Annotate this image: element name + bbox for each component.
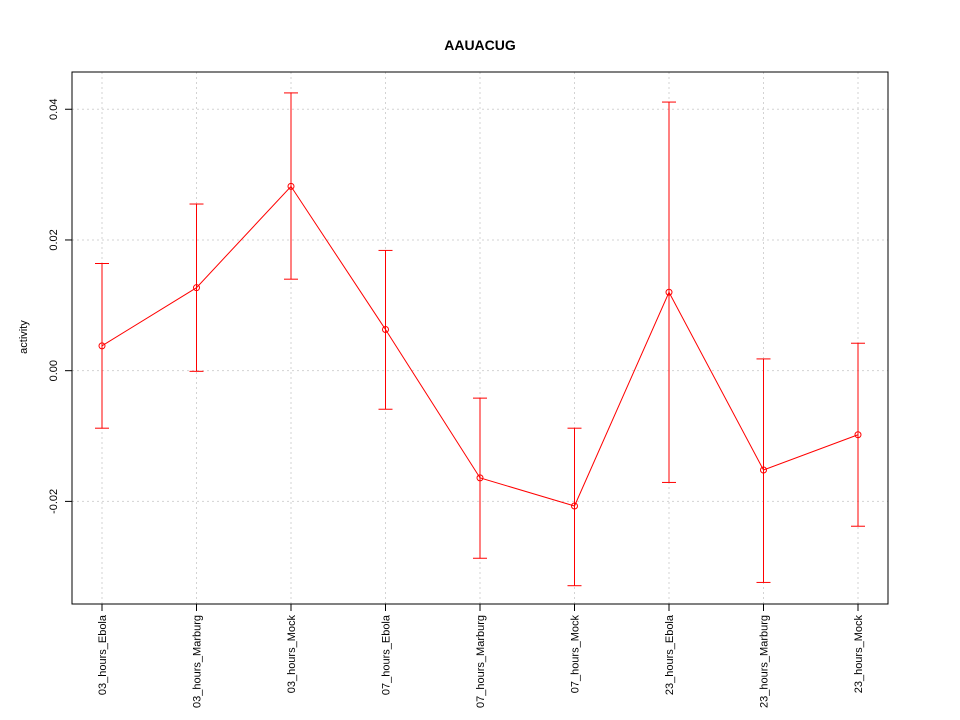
data-point [382,326,389,334]
data-point [287,182,295,190]
y-tick-label: -0.02 [48,489,60,514]
y-axis-label: activity [18,320,30,354]
x-tick-label: 23_hours_Marburg [759,615,771,708]
y-tick-label: 0.04 [48,99,60,120]
axes: 03_hours_Ebola 03_hours_Marburg 03_hours_M… [48,99,865,708]
data-point [98,342,106,350]
data-point [571,502,578,510]
x-tick-label: 03_hours_Marburg [192,615,204,708]
y-tick-label: 0.00 [48,360,60,381]
x-tick-label: 23_hours_Mock [853,615,865,694]
series-line [101,185,859,507]
data-point [665,288,673,296]
data-point [854,431,862,439]
data-point [476,474,484,482]
series [95,92,865,587]
x-tick-label: 07_hours_Mock [570,615,582,694]
data-point [760,466,767,474]
x-tick-label: 07_hours_Marburg [475,615,487,708]
x-tick-label: 03_hours_Ebola [97,614,109,695]
x-tick-label: 07_hours_Ebola [381,614,393,695]
chart-title: AAUACUG [444,37,516,53]
y-tick-label: 0.02 [48,229,60,250]
x-tick-label: 03_hours_Mock [286,615,298,694]
data-point [193,284,200,292]
x-tick-label: 23_hours_Ebola [664,614,676,695]
